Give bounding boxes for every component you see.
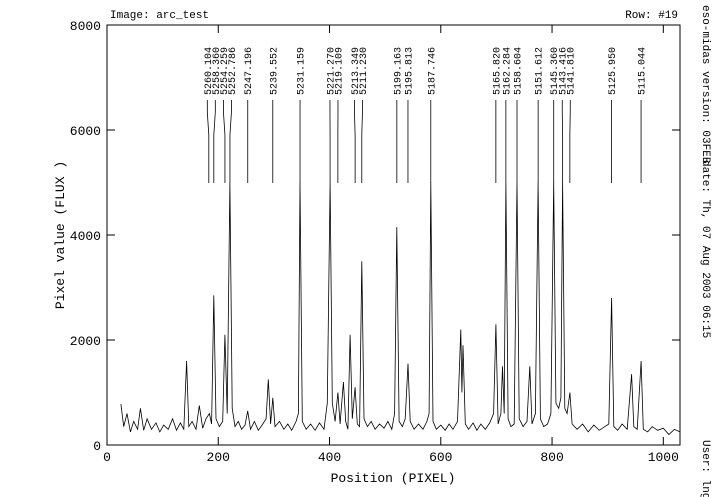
- y-tick-label: 8000: [70, 19, 101, 34]
- x-tick-label: 1000: [648, 450, 679, 465]
- line-label: 5195.813: [404, 47, 415, 95]
- chart-subtitle: Row: #19: [625, 10, 678, 22]
- line-label: 5162.284: [502, 47, 513, 95]
- line-marker: [229, 100, 232, 183]
- x-axis-label: Position (PIXEL): [331, 471, 456, 486]
- y-tick-label: 4000: [70, 229, 101, 244]
- line-label: 5219.109: [334, 47, 345, 95]
- line-label: 5260.104: [204, 47, 215, 95]
- line-label: 5252.786: [228, 47, 239, 95]
- line-label: 5187.746: [427, 47, 438, 95]
- line-marker: [206, 100, 210, 183]
- line-marker: [361, 100, 363, 183]
- line-label: 5141.810: [567, 47, 578, 95]
- line-label: 5165.820: [492, 47, 503, 95]
- line-label: 5211.230: [359, 47, 370, 95]
- line-label: 5239.552: [269, 47, 280, 95]
- line-marker: [213, 100, 216, 183]
- x-tick-label: 400: [318, 450, 341, 465]
- line-label: 5125.950: [608, 47, 619, 95]
- side-text: eso-midas version: 03FEB: [699, 5, 711, 164]
- x-tick-label: 600: [429, 450, 452, 465]
- line-label: 5213.349: [351, 47, 362, 95]
- line-label: 5247.196: [244, 47, 255, 95]
- line-label: 5115.044: [638, 47, 649, 95]
- line-label: 5158.604: [514, 47, 525, 95]
- line-label: 5199.163: [393, 47, 404, 95]
- y-axis-label: Pixel value (FLUX ): [53, 161, 68, 309]
- line-label: 5145.360: [550, 47, 561, 95]
- line-label: 5221.270: [326, 47, 337, 95]
- chart-title: Image: arc_test: [110, 10, 209, 22]
- y-tick-label: 2000: [70, 334, 101, 349]
- side-text: User: lng: [699, 440, 711, 497]
- y-tick-label: 0: [93, 439, 101, 454]
- line-label: 5143.416: [559, 47, 570, 95]
- spectrum-line: [120, 182, 681, 436]
- x-tick-label: 0: [103, 450, 111, 465]
- line-marker: [223, 100, 226, 183]
- line-label: 5231.159: [297, 47, 308, 95]
- line-label: 5151.612: [535, 47, 546, 95]
- y-tick-label: 6000: [70, 124, 101, 139]
- line-label: 5254.259: [220, 47, 231, 95]
- x-tick-label: 800: [540, 450, 563, 465]
- line-marker: [354, 100, 356, 183]
- side-text: date: Th, 07 Aug 2003 06:15: [699, 160, 711, 338]
- line-label: 5258.360: [212, 47, 223, 95]
- x-tick-label: 200: [207, 450, 230, 465]
